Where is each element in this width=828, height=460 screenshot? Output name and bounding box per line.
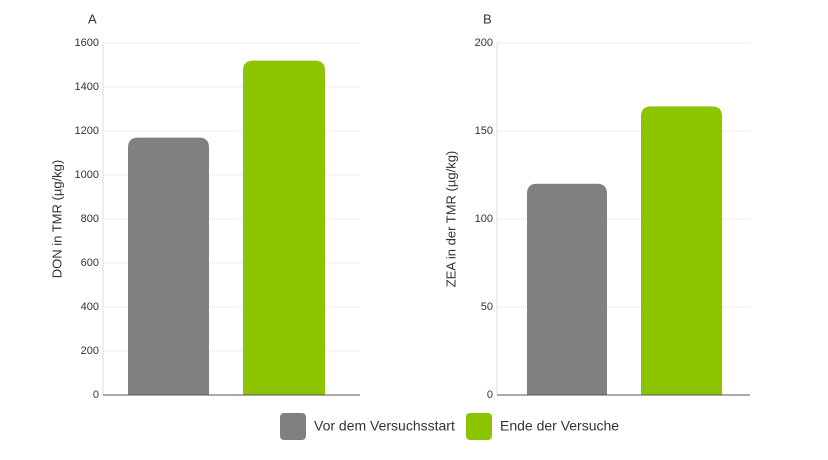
y-tick-label: 1400 (75, 81, 99, 93)
bar (527, 183, 607, 395)
y-tick-label: 0 (93, 389, 99, 401)
legend-swatch (280, 413, 306, 440)
y-axis-label: ZEA in der TMR (µg/kg) (443, 151, 458, 288)
y-tick-label: 1600 (75, 37, 99, 49)
panel-label: A (88, 11, 97, 26)
y-tick-label: 150 (475, 125, 493, 137)
bar (243, 60, 325, 395)
y-tick-label: 800 (81, 213, 99, 225)
y-tick-label: 200 (81, 345, 99, 357)
y-tick-label: 100 (475, 213, 493, 225)
y-tick-label: 0 (487, 389, 493, 401)
legend-label: Ende der Versuche (500, 418, 619, 434)
y-tick-label: 200 (475, 37, 493, 49)
legend-label: Vor dem Versuchsstart (314, 418, 455, 434)
legend-swatch (466, 413, 492, 440)
y-tick-label: 1200 (75, 125, 99, 137)
panel-label: B (483, 11, 492, 26)
y-axis-label: DON in TMR (µg/kg) (49, 160, 64, 279)
y-tick-label: 1000 (75, 169, 99, 181)
y-tick-label: 50 (481, 301, 493, 313)
bar (641, 106, 722, 396)
y-tick-label: 400 (81, 301, 99, 313)
y-tick-label: 600 (81, 257, 99, 269)
bar (128, 137, 209, 395)
